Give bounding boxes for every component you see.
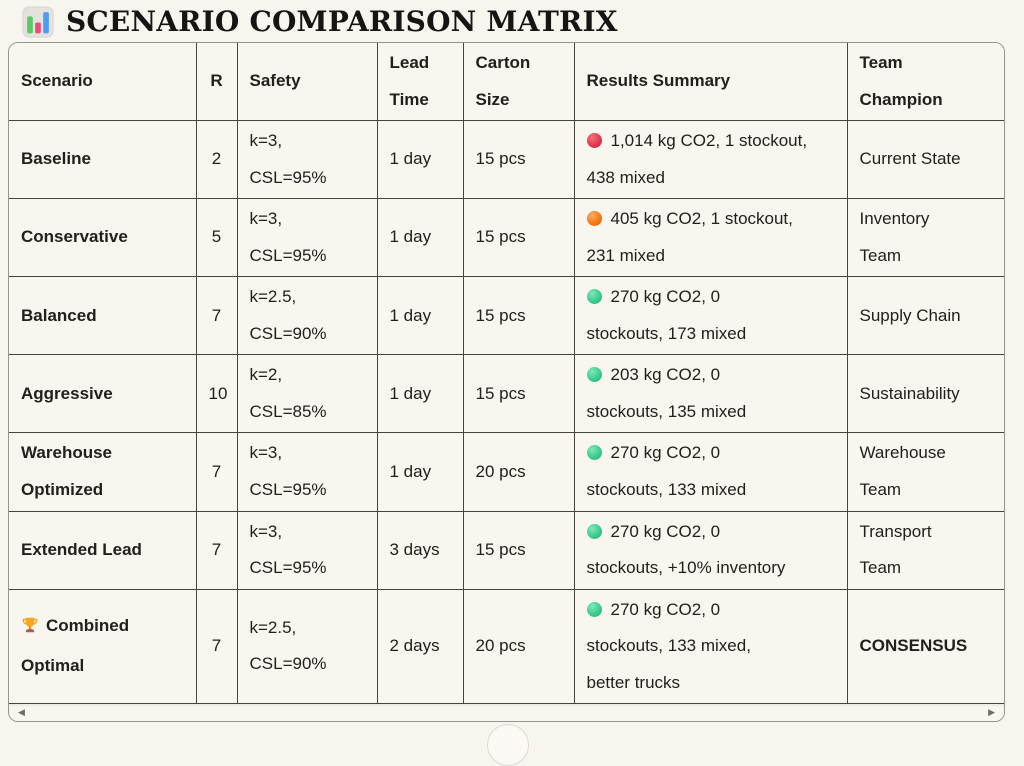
table-row: Extended Lead 7 k=3, CSL=95% 3 days 15 p… [9,510,1004,590]
column-header-r: R [210,71,223,91]
page-header: SCENARIO COMPARISON MATRIX [0,0,1024,42]
carton-size-value: 15 pcs [475,305,526,325]
column-header-team-champion: Team Champion [859,53,943,109]
scroll-left-arrow-icon[interactable]: ◀ [18,707,25,718]
rank-value: 7 [211,539,222,559]
safety-value: k=2.5, CSL=90% [249,617,327,674]
table-body: Baseline 2 k=3, CSL=95% 1 day 15 pcs 1,0… [9,120,1004,705]
results-text: 270 kg CO2, 0 stockouts, 133 mixed, bett… [586,599,751,692]
safety-value: k=3, CSL=95% [249,209,327,265]
results-text: 270 kg CO2, 0 stockouts, +10% inventory [586,521,786,578]
column-header-safety: Safety [249,71,301,91]
rank-value: 2 [211,149,222,169]
header-row: Scenario R Safety Lead Time Carton Size … [9,43,1004,122]
status-dot-icon [586,367,602,383]
lead-time-value: 1 day [389,149,432,169]
results-text: 405 kg CO2, 1 stockout, 231 mixed [586,209,793,265]
scenario-name: Baseline [21,149,91,169]
column-header-results-summary: Results Summary [586,71,731,91]
table-row: Baseline 2 k=3, CSL=95% 1 day 15 pcs 1,0… [9,120,1004,200]
carton-size-value: 20 pcs [475,461,526,481]
table-row: Conservative 5 k=3, CSL=95% 1 day 15 pcs… [9,198,1004,278]
status-dot-icon [586,289,602,305]
lead-time-value: 1 day [389,305,432,325]
team-champion: Inventory Team [859,209,930,265]
carton-size-value: 15 pcs [475,227,526,247]
table-row: Balanced 7 k=2.5, CSL=90% 1 day 15 pcs 2… [9,276,1004,356]
scenario-comparison-table: Scenario R Safety Lead Time Carton Size … [9,43,1004,705]
horizontal-scrollbar[interactable]: ◀ ▶ [9,704,1004,722]
results-text: 203 kg CO2, 0 stockouts, 135 mixed [586,365,747,421]
scenario-name: Warehouse Optimized [21,443,113,500]
team-champion: Current State [859,149,961,169]
safety-value: k=2, CSL=85% [249,365,327,421]
status-dot-icon [586,523,602,539]
rank-value: 7 [211,461,222,481]
lead-time-value: 1 day [389,461,432,481]
table-row: Aggressive 10 k=2, CSL=85% 1 day 15 pcs … [9,354,1004,434]
results-text: 270 kg CO2, 0 stockouts, 133 mixed [586,443,747,500]
team-champion: Sustainability [859,383,960,403]
carton-size-value: 15 pcs [475,383,526,403]
column-header-lead-time: Lead Time [389,53,430,109]
table-row: Combined Optimal 7 k=2.5, CSL=90% 2 days… [9,588,1004,705]
scenario-name: Combined Optimal [21,616,130,675]
scroll-down-button[interactable] [487,724,529,766]
scenario-table-card: Scenario R Safety Lead Time Carton Size … [8,42,1005,723]
lead-time-value: 2 days [389,636,440,656]
table-row: Warehouse Optimized 7 k=3, CSL=95% 1 day… [9,432,1004,512]
column-header-carton-size: Carton Size [475,53,531,109]
safety-value: k=2.5, CSL=90% [249,287,327,343]
results-text: 1,014 kg CO2, 1 stockout, 438 mixed [586,131,808,187]
scenario-name: Aggressive [21,383,113,403]
team-champion: Transport Team [859,521,932,578]
trophy-icon [21,611,39,648]
scenario-name: Balanced [21,305,97,325]
safety-value: k=3, CSL=95% [249,443,327,500]
status-dot-icon [586,133,602,149]
scroll-right-arrow-icon[interactable]: ▶ [988,707,995,718]
bar-chart-icon [21,5,55,39]
scenario-name: Conservative [21,227,128,247]
safety-value: k=3, CSL=95% [249,521,327,578]
scenario-name: Extended Lead [21,539,142,559]
carton-size-value: 20 pcs [475,636,526,656]
status-dot-icon [586,211,602,227]
carton-size-value: 15 pcs [475,539,526,559]
rank-value: 7 [211,636,222,656]
lead-time-value: 1 day [389,227,432,247]
status-dot-icon [586,601,602,617]
results-text: 270 kg CO2, 0 stockouts, 173 mixed [586,287,747,343]
column-header-scenario: Scenario [21,71,93,91]
rank-value: 10 [208,383,228,403]
lead-time-value: 1 day [389,383,432,403]
safety-value: k=3, CSL=95% [249,131,327,187]
page-title: SCENARIO COMPARISON MATRIX [66,5,618,38]
team-champion: Supply Chain [859,305,961,325]
lead-time-value: 3 days [389,539,440,559]
rank-value: 5 [211,227,222,247]
team-champion: CONSENSUS [859,636,968,656]
table-scroll-area[interactable]: Scenario R Safety Lead Time Carton Size … [9,43,1004,705]
team-champion: Warehouse Team [859,443,946,500]
rank-value: 7 [211,305,222,325]
status-dot-icon [586,445,602,461]
carton-size-value: 15 pcs [475,149,526,169]
